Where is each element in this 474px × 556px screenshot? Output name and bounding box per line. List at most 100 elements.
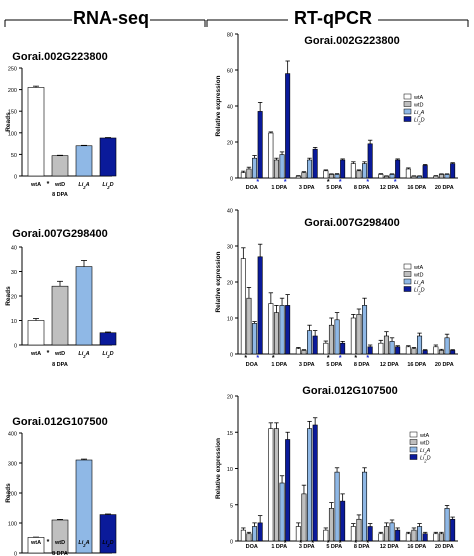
legend-label: Li2D: [420, 456, 431, 464]
x-axis-label: 8 DPA: [52, 362, 68, 368]
significance-star: *: [47, 539, 50, 546]
bar: [433, 533, 439, 542]
significance-star: *: [327, 540, 330, 547]
x-tick-label: Li2D: [102, 351, 113, 359]
bar: [307, 330, 313, 355]
significance-star: *: [284, 179, 287, 186]
bar: [252, 157, 258, 179]
bar: [350, 163, 356, 179]
bar: [307, 428, 313, 542]
legend-swatch: [403, 116, 412, 122]
bar: [395, 346, 401, 355]
bar: [312, 148, 318, 179]
panel-title: Gorai.012G107500: [302, 385, 397, 397]
bar: [438, 350, 444, 355]
header-right-title: RT-qPCR: [294, 8, 372, 28]
bar: [450, 350, 456, 355]
bar: [411, 348, 417, 355]
y-tick-label: 10: [227, 467, 233, 473]
y-tick-label: 5: [230, 503, 233, 509]
y-axis-label: Reads: [5, 483, 12, 503]
y-tick-label: 0: [230, 177, 233, 183]
legend-label: Li2D: [414, 118, 425, 126]
bar: [340, 159, 346, 179]
legend-label: wtD: [419, 441, 430, 447]
header-left-backdrop: [72, 6, 150, 28]
bar: [328, 508, 334, 542]
bar: [417, 175, 423, 179]
bar: [27, 87, 45, 177]
x-tick-label: wtD: [54, 540, 65, 546]
bar: [99, 137, 117, 177]
y-tick-label: 20: [227, 281, 233, 287]
header-right-backdrop: [288, 6, 378, 28]
y-tick-label: 60: [227, 69, 233, 75]
y-tick-label: 30: [11, 270, 17, 276]
legend-swatch: [409, 439, 418, 445]
bar: [405, 168, 411, 179]
legend-label: Li2A: [414, 110, 425, 118]
y-axis-label: Reads: [5, 286, 12, 306]
x-tick-label: 5 DPA: [326, 362, 342, 368]
bar: [405, 533, 411, 542]
bar: [383, 175, 389, 179]
significance-star: *: [354, 540, 357, 547]
bar: [295, 348, 301, 355]
bar: [75, 145, 93, 177]
y-tick-label: 50: [11, 153, 17, 159]
x-tick-label: wtD: [54, 351, 65, 357]
bar: [240, 172, 246, 179]
bar: [268, 428, 274, 542]
bar: [356, 518, 362, 542]
bar: [273, 312, 279, 355]
bar: [301, 172, 307, 179]
significance-star: *: [339, 179, 342, 186]
significance-star: *: [366, 355, 369, 362]
bar: [27, 320, 45, 346]
bar: [246, 297, 252, 355]
header-left: RNA-seq: [4, 6, 206, 28]
bar: [51, 285, 69, 346]
x-tick-label: Li2A: [78, 351, 89, 359]
y-axis-label: Relative expression: [215, 438, 222, 499]
bar: [285, 439, 291, 542]
legend-label: Li2D: [414, 288, 425, 296]
bar: [433, 175, 439, 179]
bar: [328, 174, 334, 179]
x-tick-label: Li2D: [102, 182, 113, 190]
legend-swatch: [403, 101, 412, 107]
bar: [411, 529, 417, 542]
bar: [367, 346, 373, 355]
significance-star: *: [47, 181, 50, 188]
bar: [307, 159, 313, 179]
bar: [383, 335, 389, 355]
bar: [356, 314, 362, 355]
header-right: RT-qPCR: [206, 6, 469, 28]
bar: [273, 428, 279, 542]
x-tick-label: 12 DPA: [380, 362, 399, 368]
bar: [422, 165, 428, 179]
legend-swatch: [409, 431, 418, 438]
x-tick-label: 16 DPA: [407, 362, 426, 368]
legend-swatch: [403, 93, 412, 100]
bar: [395, 529, 401, 542]
legend-label: wtA: [419, 433, 430, 439]
bar: [257, 256, 263, 355]
x-tick-label: wtA: [30, 351, 41, 357]
bar: [285, 305, 291, 355]
bar: [301, 493, 307, 542]
bar: [323, 170, 329, 179]
bar: [378, 533, 384, 542]
significance-star: *: [354, 355, 357, 362]
x-tick-label: Li2A: [78, 540, 89, 548]
bar: [422, 350, 428, 355]
bar: [312, 424, 318, 542]
y-tick-label: 0: [230, 540, 233, 546]
panel-title: Gorai.002G223800: [12, 51, 107, 63]
significance-star: *: [244, 355, 247, 362]
significance-star: *: [256, 179, 259, 186]
x-tick-label: 16 DPA: [407, 544, 426, 550]
bar: [405, 346, 411, 355]
x-tick-label: 5 DPA: [326, 185, 342, 191]
significance-star: *: [366, 179, 369, 186]
